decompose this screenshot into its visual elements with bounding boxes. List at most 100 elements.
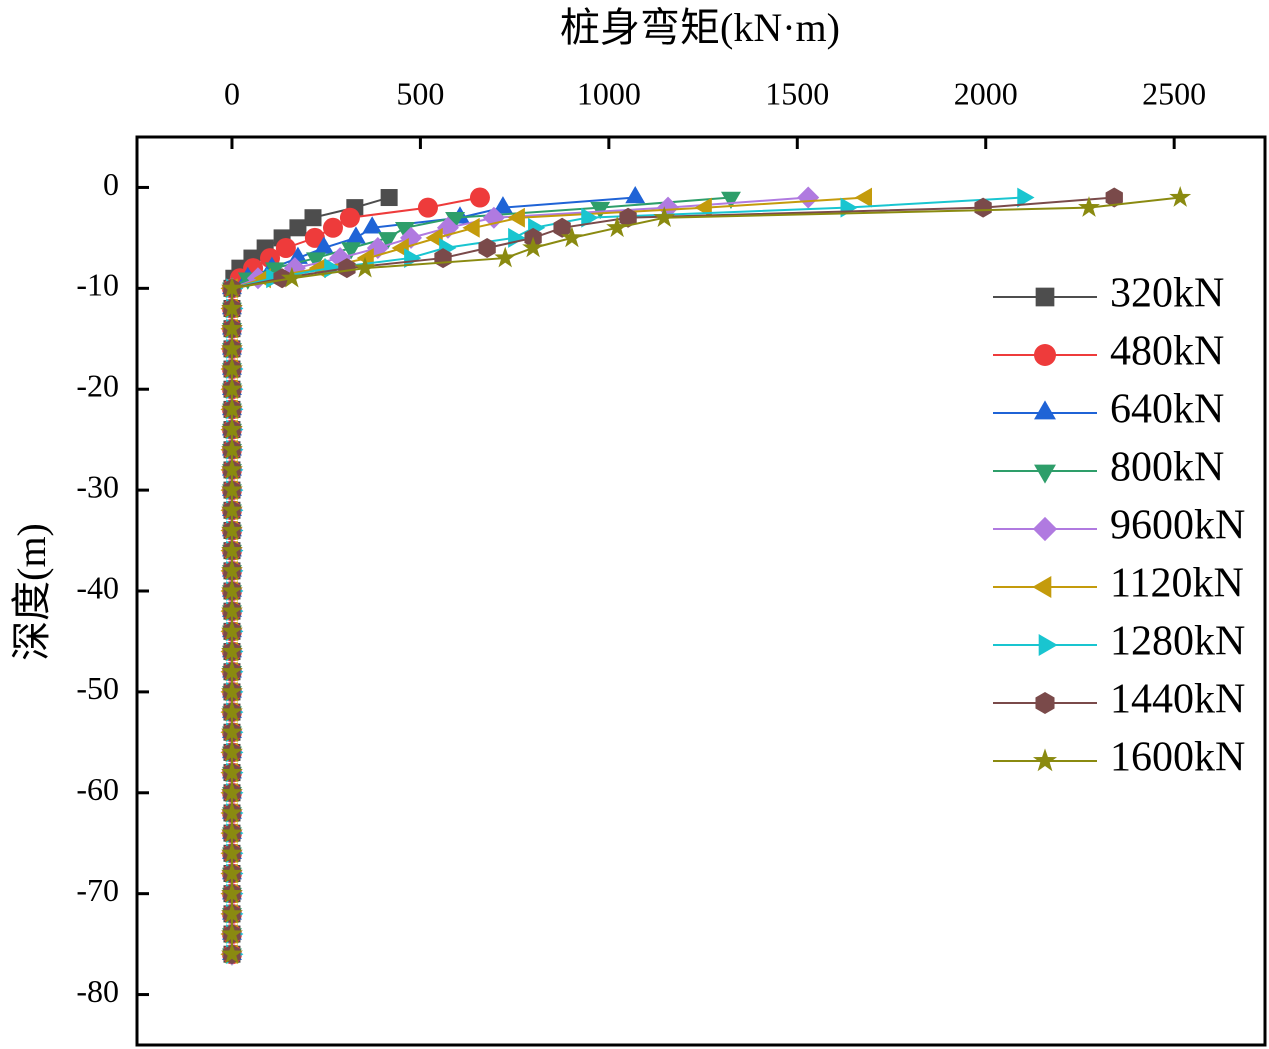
marker (395, 222, 415, 240)
marker (221, 498, 243, 520)
marker (221, 518, 243, 540)
marker (445, 211, 466, 230)
marker (221, 740, 243, 762)
y-tick-label: -20 (76, 368, 119, 404)
marker (221, 660, 243, 682)
marker (469, 187, 490, 208)
legend-label: 640kN (1110, 387, 1224, 433)
marker (306, 252, 326, 270)
marker (221, 337, 243, 359)
y-tick-label: -80 (76, 973, 119, 1009)
marker (619, 207, 637, 228)
series-line (230, 196, 732, 955)
marker (221, 276, 243, 298)
marker (221, 841, 243, 863)
marker (304, 209, 322, 227)
marker (264, 262, 285, 280)
marker (974, 197, 992, 218)
x-tick-label: 2500 (1142, 75, 1206, 111)
y-tick-label: -40 (76, 569, 119, 605)
legend-marker (1034, 400, 1056, 420)
marker (221, 539, 243, 560)
marker (221, 619, 243, 641)
marker (221, 317, 243, 338)
series-line (230, 196, 390, 955)
x-tick-label: 0 (224, 75, 240, 111)
legend-label: 1600kN (1110, 735, 1245, 781)
marker (221, 720, 243, 742)
y-axis-label: 深度(m) (9, 523, 54, 661)
marker (221, 640, 243, 661)
marker (462, 217, 480, 238)
marker (362, 216, 383, 234)
marker (221, 761, 243, 782)
series-line (230, 196, 636, 955)
marker (341, 242, 362, 260)
marker (221, 579, 243, 601)
legend-marker (1032, 748, 1058, 772)
marker (339, 207, 360, 228)
y-tick-label: -50 (76, 670, 119, 706)
legend-marker (1034, 344, 1056, 366)
marker (478, 237, 496, 258)
marker (507, 207, 525, 228)
marker (221, 902, 243, 924)
marker (494, 246, 517, 268)
chart-title: 桩身弯矩(kN·m) (560, 5, 840, 50)
marker (221, 922, 243, 944)
x-tick-label: 500 (396, 75, 444, 111)
marker (417, 197, 438, 218)
marker (1169, 186, 1192, 207)
marker (378, 232, 398, 250)
y-tick-label: -30 (76, 468, 119, 504)
legend-marker (1035, 287, 1055, 307)
marker (425, 227, 443, 248)
legend-label: 1440kN (1110, 677, 1245, 723)
marker (721, 191, 741, 210)
marker (313, 236, 334, 254)
marker (221, 861, 243, 883)
marker (606, 216, 629, 238)
legend-marker (1038, 634, 1058, 656)
legend-marker (1032, 516, 1058, 542)
marker (553, 217, 571, 238)
marker (280, 266, 303, 288)
marker (289, 219, 307, 237)
marker (1078, 196, 1100, 217)
x-tick-label: 2000 (954, 75, 1018, 111)
marker (522, 236, 545, 258)
marker (221, 559, 243, 581)
marker (380, 189, 398, 207)
y-tick-label: -10 (76, 267, 119, 303)
marker (482, 206, 505, 229)
y-tick-label: -70 (76, 872, 119, 908)
legend-label: 480kN (1110, 329, 1224, 375)
marker (308, 258, 326, 279)
marker (221, 801, 243, 823)
legend-label: 9600kN (1110, 503, 1245, 549)
marker (322, 217, 343, 238)
marker (581, 207, 599, 228)
marker (221, 942, 243, 964)
marker (1017, 187, 1035, 208)
marker (346, 226, 366, 244)
marker (221, 821, 243, 843)
marker (492, 196, 513, 214)
marker (1105, 187, 1123, 208)
marker (221, 599, 243, 621)
series-line (230, 196, 809, 955)
legend-marker (1035, 692, 1055, 714)
marker (653, 206, 676, 228)
marker (221, 418, 243, 439)
marker (560, 226, 583, 248)
marker (797, 186, 820, 209)
legend-marker (1034, 464, 1056, 484)
marker (854, 187, 873, 208)
series-line (230, 196, 867, 955)
marker (304, 227, 325, 248)
marker (354, 256, 376, 278)
series-line (230, 196, 1024, 955)
marker (221, 377, 243, 399)
marker (625, 186, 646, 204)
